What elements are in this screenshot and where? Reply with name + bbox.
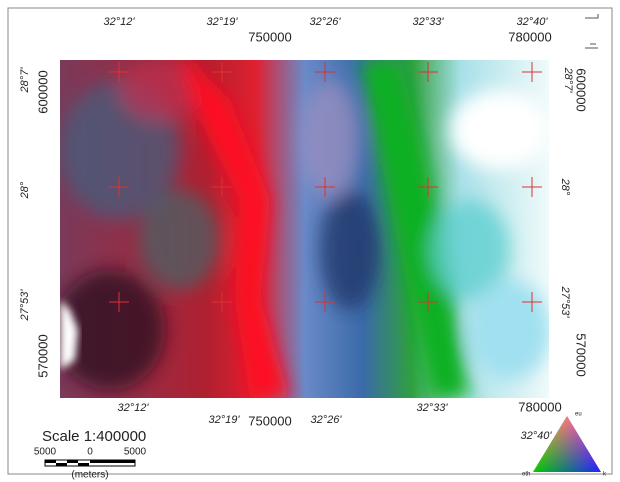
north-arrow xyxy=(585,14,598,48)
coordinate-label: 32°19' xyxy=(207,16,239,28)
coordinate-label: 32°26' xyxy=(310,16,342,28)
ternary-label: eth xyxy=(522,472,530,478)
grid-label: 750000 xyxy=(248,413,291,428)
scale-label: 5000 xyxy=(124,447,147,458)
grid-label: 600000 xyxy=(35,70,50,113)
scale-unit: (meters) xyxy=(71,470,108,481)
map-page: 32°12' 32°19' 32°26' 32°33' 32°40' 750000 7800… xyxy=(0,0,620,482)
grid-label: 570000 xyxy=(35,334,50,377)
grid-label: 750000 xyxy=(248,29,291,44)
grid-label: 780000 xyxy=(508,29,551,44)
map-image xyxy=(55,60,550,398)
coordinate-label: 32°26' xyxy=(311,414,343,426)
coordinate-label: 32°12' xyxy=(118,402,150,414)
coordinate-label: 32°40' xyxy=(521,430,553,442)
coordinate-label: 28°7' xyxy=(19,67,31,94)
coordinate-label: 28° xyxy=(19,181,31,199)
coordinate-label: 32°19' xyxy=(209,414,241,426)
coordinate-label: 32°40' xyxy=(517,16,549,28)
grid-label: 570000 xyxy=(574,333,589,376)
scale-text: Scale 1:400000 xyxy=(42,428,146,445)
coordinate-label: 28°7' xyxy=(562,67,574,94)
scale-label: 5000 xyxy=(34,447,57,458)
grid-label: 600000 xyxy=(574,68,589,111)
coordinate-label: 32°33' xyxy=(413,16,445,28)
coordinate-label: 28° xyxy=(559,178,571,196)
ternary-label: k xyxy=(603,472,607,478)
ternary-legend xyxy=(533,416,601,472)
coordinate-label: 32°33' xyxy=(417,402,449,414)
coordinate-label: 27°53' xyxy=(19,289,31,322)
scale-label: 0 xyxy=(87,447,93,458)
coordinate-label: 32°12' xyxy=(104,16,136,28)
coordinate-label: 27°53' xyxy=(559,286,571,319)
scale-bar xyxy=(45,460,135,466)
grid-label: 780000 xyxy=(518,399,561,414)
ternary-label: eu xyxy=(575,412,582,418)
